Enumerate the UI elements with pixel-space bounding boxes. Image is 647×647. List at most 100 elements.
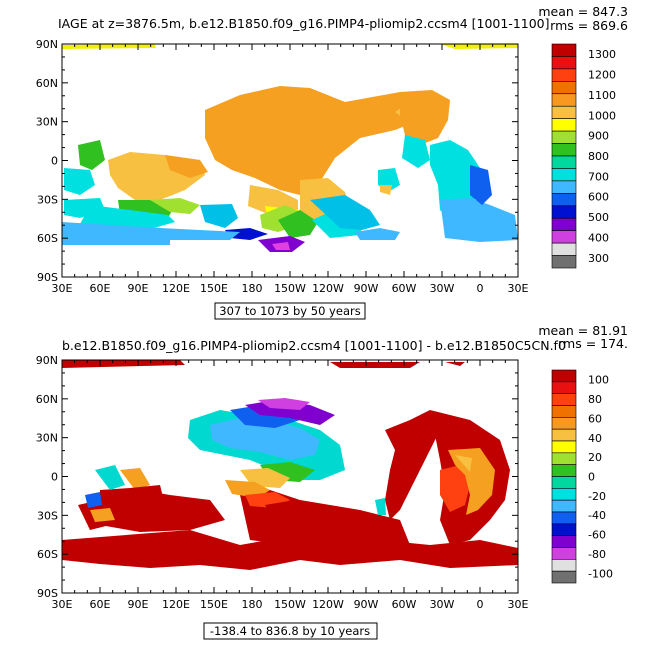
colorbar-swatch — [551, 381, 577, 394]
x-tick-label: 150E — [200, 282, 228, 295]
colorbar-swatch — [551, 205, 577, 219]
colorbar-swatch — [551, 217, 577, 231]
panel-diff: mean = 81.91 rms = 174. b.e12.B1850.f09_… — [36, 323, 628, 640]
colorbar-label: -80 — [588, 548, 606, 561]
panel1-colorbar: 1300 1200 1100 1000 900 800 700 600 500 400 300 — [551, 43, 616, 269]
colorbar-label: 900 — [588, 130, 609, 143]
x-tick-label: 150W — [274, 282, 306, 295]
x-tick-label: 120E — [162, 598, 190, 611]
colorbar-label: -100 — [588, 567, 613, 580]
panel1-range-box — [214, 302, 366, 320]
map-region — [400, 90, 450, 145]
y-tick-label: 30S — [37, 193, 58, 206]
x-tick-label: 30W — [430, 282, 455, 295]
colorbar-swatch — [551, 570, 577, 584]
panel2-rms: rms = 174. — [558, 336, 628, 351]
colorbar-swatch — [551, 452, 577, 465]
map-region — [380, 185, 392, 195]
map-region — [85, 492, 102, 508]
colorbar-label: 80 — [588, 393, 602, 406]
map-region — [330, 362, 420, 368]
map-region — [95, 465, 125, 490]
y-tick-label: 0 — [51, 471, 58, 484]
colorbar-swatch — [551, 393, 577, 406]
map-region — [64, 198, 105, 218]
colorbar-swatch — [551, 405, 577, 418]
colorbar-swatch — [551, 105, 577, 119]
panel2-colorbar: 100 80 60 40 20 0 -20 -40 -60 -80 -100 — [551, 369, 613, 584]
colorbar-swatch — [551, 118, 577, 132]
map-region — [210, 418, 320, 460]
panel1-x-ticks: 30E 60E 90E 120E 150E 180 150W 120W 90W 60W 30W 0 30… — [52, 44, 529, 295]
panel2-range-label: -138.4 to 836.8 by 10 years — [210, 624, 370, 638]
x-tick-label: 90E — [128, 598, 149, 611]
x-tick-label: 30E — [52, 282, 73, 295]
colorbar-swatch — [551, 43, 577, 57]
x-tick-label: 30E — [508, 598, 529, 611]
panel1-mean: mean = 847.3 — [538, 4, 628, 19]
map-region — [62, 240, 170, 245]
map-region — [445, 362, 465, 366]
map-region — [78, 140, 105, 170]
colorbar-swatch — [551, 499, 577, 513]
map-region — [225, 480, 270, 498]
panel2-range-box — [203, 622, 378, 640]
colorbar-label: 1100 — [588, 89, 616, 102]
map-region — [120, 468, 150, 490]
colorbar-swatch — [551, 242, 577, 256]
colorbar-label: -40 — [588, 509, 606, 522]
x-tick-label: 30E — [52, 598, 73, 611]
colorbar-swatch — [551, 93, 577, 107]
map-region — [150, 198, 200, 214]
x-tick-label: 180 — [242, 282, 263, 295]
y-tick-label: 60N — [36, 393, 58, 406]
colorbar-swatch — [551, 68, 577, 82]
map-region — [225, 228, 268, 240]
x-tick-label: 30E — [508, 282, 529, 295]
map-region — [355, 228, 400, 240]
map-region — [440, 198, 518, 242]
map-region — [62, 44, 156, 49]
map-region — [64, 168, 95, 195]
panel2-y-ticks: 90N 60N 30N 0 30S 60S 90S — [36, 354, 518, 600]
x-tick-label: 90E — [128, 282, 149, 295]
colorbar-label: 800 — [588, 150, 609, 163]
colorbar-swatch — [551, 180, 577, 194]
x-tick-label: 60E — [90, 282, 111, 295]
map-region — [200, 204, 238, 228]
map-region — [375, 498, 386, 515]
colorbar-label: 500 — [588, 211, 609, 224]
colorbar-swatch — [551, 143, 577, 157]
colorbar-swatch — [551, 476, 577, 489]
x-tick-label: 0 — [477, 598, 484, 611]
map-region — [455, 455, 472, 472]
colorbar-label: 700 — [588, 170, 609, 183]
x-tick-label: 150E — [200, 598, 228, 611]
y-tick-label: 90S — [37, 271, 58, 284]
colorbar-label: -20 — [588, 490, 606, 503]
colorbar-swatch — [551, 369, 577, 383]
colorbar-label: 300 — [588, 252, 609, 265]
colorbar-swatch — [551, 255, 577, 269]
map-region — [440, 465, 470, 512]
y-tick-label: 90N — [36, 38, 58, 51]
map-region — [278, 210, 318, 238]
x-tick-label: 120E — [162, 282, 190, 295]
y-tick-label: 60N — [36, 77, 58, 90]
y-tick-label: 90S — [37, 587, 58, 600]
x-tick-label: 60E — [90, 598, 111, 611]
x-tick-label: 120W — [312, 598, 344, 611]
x-tick-label: 180 — [242, 598, 263, 611]
colorbar-swatch — [551, 417, 577, 430]
map-region — [165, 155, 208, 178]
colorbar-label: 20 — [588, 451, 602, 464]
y-tick-label: 30N — [36, 432, 58, 445]
colorbar-swatch — [551, 230, 577, 244]
y-tick-label: 60S — [37, 232, 58, 245]
map-region — [385, 410, 440, 520]
colorbar-swatch — [551, 155, 577, 169]
panel2-x-ticks: 30E 60E 90E 120E 150E 180 150W 120W 90W 60W 30W 0 30… — [52, 360, 529, 611]
map-region — [205, 86, 430, 195]
colorbar-label: 600 — [588, 191, 609, 204]
